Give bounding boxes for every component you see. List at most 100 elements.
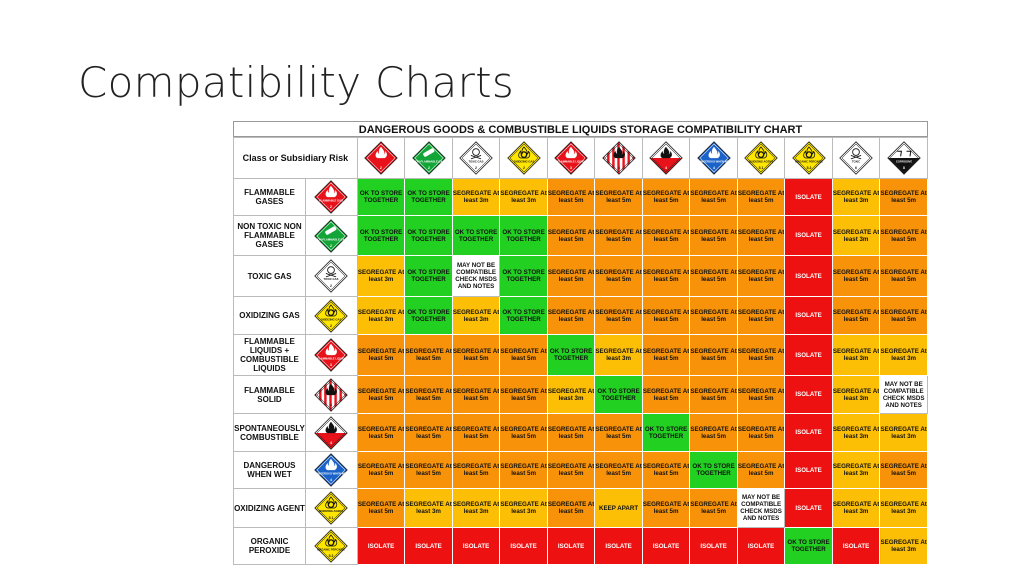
- compatibility-cell: SEGREGATE At least 3m: [404, 488, 453, 528]
- compatibility-cell: SEGREGATE At least 5m: [594, 413, 643, 452]
- column-header: OXIDIZING AGENT 5.1: [736, 137, 786, 179]
- table-row: NON TOXIC NON FLAMMABLE GASES NON-FLAMMAB…: [233, 215, 928, 256]
- compatibility-cell: SEGREGATE At least 5m: [879, 178, 928, 216]
- row-label: NON TOXIC NON FLAMMABLE GASES: [233, 215, 306, 256]
- compatibility-cell: SEGREGATE At least 3m: [499, 488, 548, 528]
- column-header: TOXIC 6: [831, 137, 881, 179]
- row-sign: 4: [304, 375, 358, 414]
- compatibility-cell: OK TO STORE TOGETHER: [404, 178, 453, 216]
- column-header: CORROSIVE 8: [879, 137, 928, 179]
- row-sign: 4: [304, 413, 358, 452]
- column-header: DANGEROUS WHEN WET 4: [689, 137, 738, 179]
- flammable-gas-sign-icon: FLAMMABLE GAS 2: [314, 180, 349, 214]
- compatibility-cell: SEGREGATE At least 3m: [831, 334, 881, 376]
- compatibility-cell: SEGREGATE At least 5m: [499, 413, 548, 452]
- row-sign: TOXIC GAS 2: [304, 255, 358, 297]
- column-header: 4: [641, 137, 691, 179]
- sign-text: FLAMMABLE GAS: [319, 198, 343, 202]
- compatibility-cell: ISOLATE: [784, 178, 833, 216]
- compatibility-cell: SEGREGATE At least 3m: [879, 413, 928, 452]
- sign-class-number: 4: [618, 166, 620, 170]
- compatibility-cell: ISOLATE: [784, 375, 833, 414]
- slide-title: Compatibility Charts: [78, 58, 515, 107]
- table-row: SPONTANEOUSLY COMBUSTIBLE 4 SEGREGATE At l…: [233, 413, 928, 452]
- compatibility-cell: SEGREGATE At least 3m: [831, 375, 881, 414]
- compatibility-cell: SEGREGATE At least 3m: [879, 334, 928, 376]
- compatibility-cell: ISOLATE: [784, 451, 833, 489]
- sign-text: TOXIC GAS: [469, 159, 484, 163]
- row-label: ORGANIC PEROXIDE: [233, 527, 306, 565]
- dangerous-when-wet-sign-icon: DANGEROUS WHEN WET 4: [697, 141, 731, 175]
- compatibility-cell: OK TO STORE TOGETHER: [356, 215, 406, 256]
- compatibility-cell: SEGREGATE At least 3m: [831, 413, 881, 452]
- compatibility-cell: SEGREGATE At least 5m: [594, 296, 643, 335]
- compatibility-cell: SEGREGATE At least 5m: [594, 255, 643, 297]
- sign-class-number: 2: [330, 284, 332, 288]
- compatibility-cell: ISOLATE: [499, 527, 548, 565]
- sign-text: NON-FLAMMABLE GAS: [413, 159, 444, 163]
- compatibility-cell: OK TO STORE TOGETHER: [641, 413, 691, 452]
- compatibility-cell: OK TO STORE TOGETHER: [404, 215, 453, 256]
- compatibility-cell: SEGREGATE At least 5m: [356, 375, 406, 414]
- sign-text: OXIDIZING GAS: [513, 159, 534, 163]
- compatibility-cell: ISOLATE: [356, 527, 406, 565]
- compatibility-cell: SEGREGATE At least 3m: [499, 178, 548, 216]
- row-sign: OXIDIZING AGENT 5.1: [304, 488, 358, 528]
- flammable-solid-sign-icon: 4: [314, 377, 349, 412]
- row-sign: NON-FLAMMABLE GAS 2: [304, 215, 358, 256]
- table-row: FLAMMABLE SOLID 4 SEGREGATE At least 5m SEG…: [233, 375, 928, 414]
- dangerous-when-wet-sign-icon: DANGEROUS WHEN WET 4: [315, 453, 349, 487]
- organic-peroxide-sign-icon: ORGANIC PEROXIDE 5.2: [314, 529, 349, 563]
- compatibility-cell: ISOLATE: [831, 527, 881, 565]
- compatibility-cell: OK TO STORE TOGETHER: [451, 215, 501, 256]
- row-label: DANGEROUS WHEN WET: [233, 451, 306, 489]
- compatibility-cell: SEGREGATE At least 5m: [594, 178, 643, 216]
- compatibility-cell: SEGREGATE At least 3m: [546, 375, 596, 414]
- table-row: DANGEROUS WHEN WET DANGEROUS WHEN WET 4 SEG…: [233, 451, 928, 489]
- sign-text: ORGANIC PEROXIDE: [795, 159, 823, 163]
- compatibility-cell: SEGREGATE At least 5m: [546, 488, 596, 528]
- compatibility-cell: SEGREGATE At least 5m: [879, 296, 928, 335]
- compatibility-cell: SEGREGATE At least 5m: [736, 296, 786, 335]
- sign-text: OXIDIZING GAS: [321, 317, 342, 321]
- column-header: ORGANIC PEROXIDE 5.2: [784, 137, 833, 179]
- sign-text: TOXIC GAS: [324, 277, 339, 281]
- sign-text: OXIDIZING AGENT: [749, 159, 773, 163]
- column-header: 2: [356, 137, 406, 179]
- row-sign: FLAMMABLE LIQUID 3: [304, 334, 358, 376]
- sign-text: DANGEROUS WHEN WET: [315, 471, 349, 475]
- compatibility-cell: OK TO STORE TOGETHER: [594, 375, 643, 414]
- compatibility-cell: SEGREGATE At least 5m: [594, 451, 643, 489]
- compatibility-cell: ISOLATE: [641, 527, 691, 565]
- compatibility-cell: SEGREGATE At least 5m: [404, 334, 453, 376]
- compatibility-cell: SEGREGATE At least 5m: [499, 451, 548, 489]
- compatibility-cell: SEGREGATE At least 3m: [831, 451, 881, 489]
- compatibility-cell: SEGREGATE At least 5m: [641, 375, 691, 414]
- compatibility-cell: SEGREGATE At least 5m: [736, 255, 786, 297]
- sign-text: OXIDIZING AGENT: [319, 509, 343, 513]
- column-header: NON-FLAMMABLE GAS 2: [404, 137, 453, 179]
- compatibility-cell: SEGREGATE At least 5m: [689, 413, 738, 452]
- compatibility-cell: SEGREGATE At least 5m: [356, 488, 406, 528]
- compatibility-cell: SEGREGATE At least 5m: [451, 334, 501, 376]
- compatibility-cell: ISOLATE: [784, 296, 833, 335]
- compatibility-cell: SEGREGATE At least 5m: [546, 178, 596, 216]
- compatibility-cell: SEGREGATE At least 5m: [689, 255, 738, 297]
- column-header: 4: [594, 137, 643, 179]
- row-sign: OXIDIZING GAS 2: [304, 296, 358, 335]
- sign-text: CORROSIVE: [895, 159, 912, 163]
- compatibility-cell: SEGREGATE At least 5m: [641, 334, 691, 376]
- row-label: TOXIC GAS: [233, 255, 306, 297]
- compatibility-cell: SEGREGATE At least 5m: [736, 215, 786, 256]
- column-header: OXIDIZING GAS 2: [499, 137, 548, 179]
- toxic-gas-sign-icon: TOXIC GAS 2: [459, 141, 493, 175]
- flammable-solid-sign-icon: 4: [601, 141, 636, 175]
- non-flammable-gas-sign-icon: NON-FLAMMABLE GAS 2: [314, 218, 349, 253]
- compatibility-cell: SEGREGATE At least 5m: [689, 488, 738, 528]
- column-header: FLAMMABLE LIQUID 3: [546, 137, 596, 179]
- sign-class-number: 2: [523, 166, 525, 170]
- sign-class-number: 2: [475, 166, 477, 170]
- row-sign: ORGANIC PEROXIDE 5.2: [304, 527, 358, 565]
- table-row: FLAMMABLE LIQUIDS + COMBUSTIBLE LIQUIDS F…: [233, 334, 928, 376]
- compatibility-cell: SEGREGATE At least 5m: [736, 178, 786, 216]
